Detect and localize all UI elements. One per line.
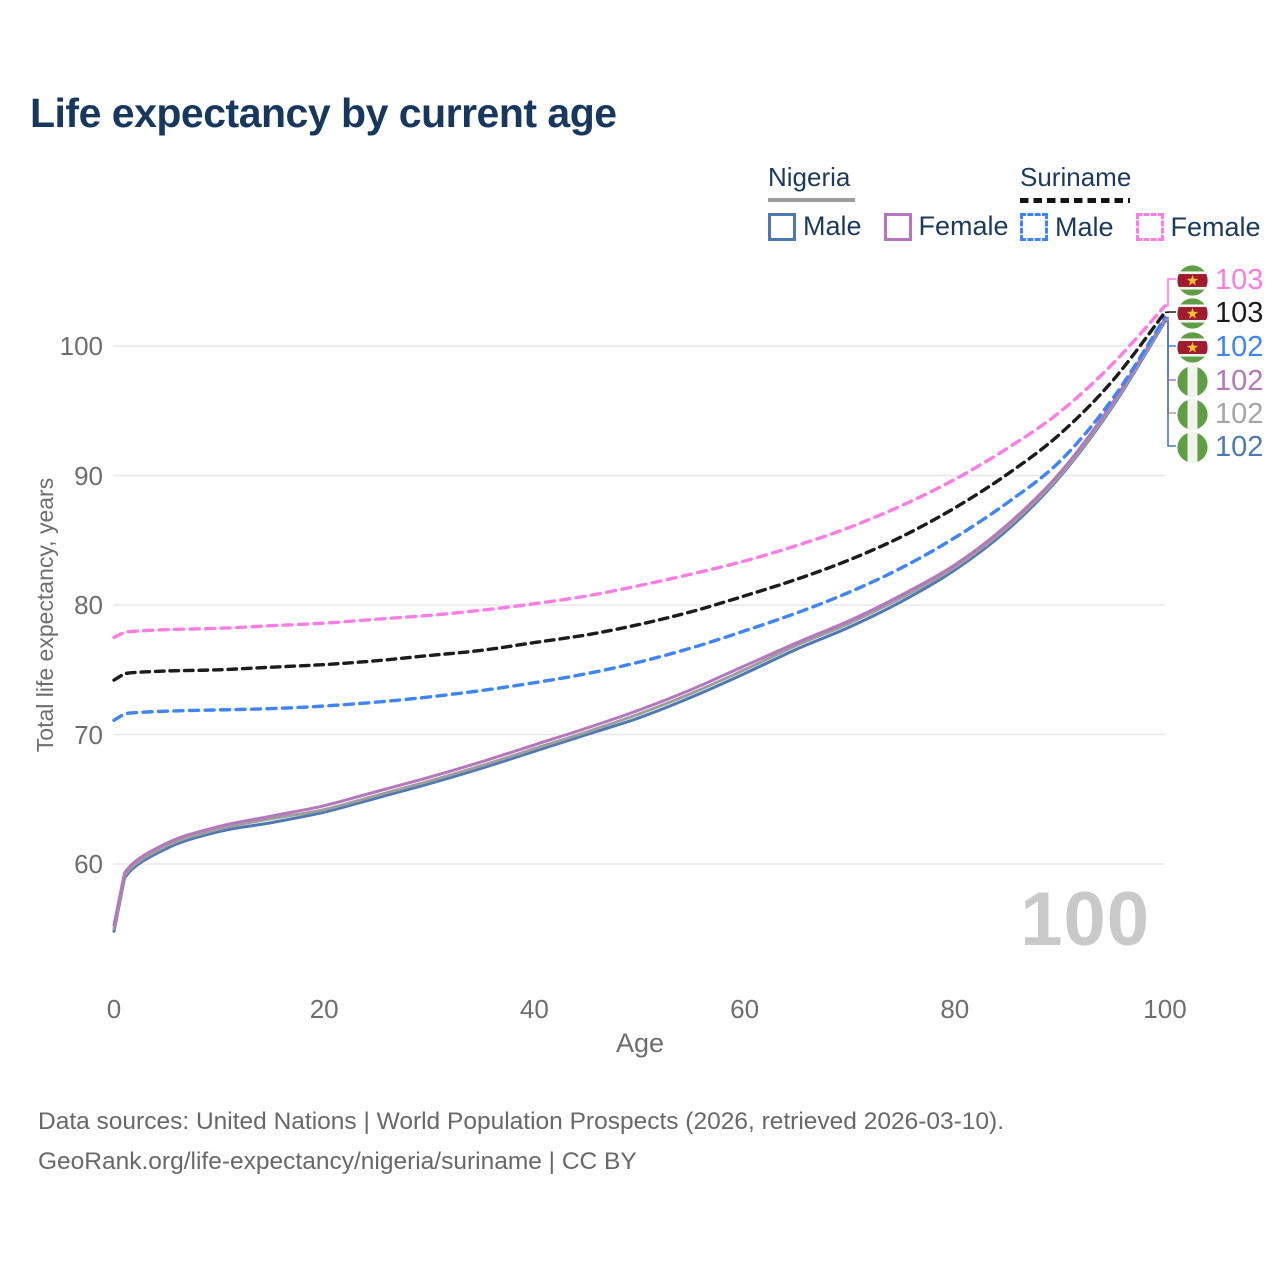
legend-group-suriname: Suriname Male Female <box>1020 162 1261 243</box>
end-value-label: 102 <box>1215 364 1264 397</box>
end-label-connector <box>1165 318 1176 381</box>
nigeria-flag-icon <box>1177 365 1208 397</box>
x-tick-label: 0 <box>106 994 122 1024</box>
series-line-nigeria_both[interactable] <box>112 318 1167 931</box>
end-label-connector <box>1165 278 1176 307</box>
series-line-nigeria_male[interactable] <box>112 319 1167 933</box>
series-line-nigeria_female[interactable] <box>112 317 1167 927</box>
x-axis-title: Age <box>615 1028 665 1058</box>
end-label-row-suriname_female: 103 <box>1177 264 1263 297</box>
legend-label: Female <box>918 211 1009 241</box>
end-value-label: 102 <box>1215 330 1264 363</box>
end-label-row-nigeria_male: 102 <box>1177 431 1263 464</box>
y-tick-label: 60 <box>74 849 103 879</box>
suriname-male-swatch-icon[interactable] <box>1020 213 1048 241</box>
end-value-label: 102 <box>1215 430 1264 463</box>
y-axis-title: Total life expectancy, years <box>32 477 58 753</box>
legend-item-nigeria-male[interactable]: Male <box>768 211 862 242</box>
series-line-suriname_male[interactable] <box>112 315 1167 722</box>
legend-label: Male <box>1055 211 1114 242</box>
x-tick-label: 60 <box>730 994 760 1024</box>
suriname-line-style-sample <box>1020 198 1130 203</box>
nigeria-line-style-sample <box>768 198 855 202</box>
x-tick-label: 20 <box>309 994 339 1024</box>
legend-label: Male <box>803 211 862 241</box>
nigeria-female-swatch-icon[interactable] <box>883 212 912 241</box>
end-label-connector <box>1165 319 1176 414</box>
page-title: Life expectancy by current age <box>30 90 617 136</box>
end-value-label: 102 <box>1215 397 1264 430</box>
end-label-row-nigeria_both: 102 <box>1177 398 1263 431</box>
suriname-flag-icon <box>1177 331 1208 363</box>
x-tick-label: 40 <box>519 994 549 1024</box>
series-line-suriname_female[interactable] <box>112 304 1167 640</box>
y-tick-label: 80 <box>74 590 103 620</box>
nigeria-flag-icon <box>1177 398 1208 430</box>
end-label-connector <box>1165 320 1176 447</box>
legend-country-suriname: Suriname <box>1020 162 1132 192</box>
end-label-row-nigeria_female: 102 <box>1177 365 1263 398</box>
nigeria-male-swatch-icon[interactable] <box>768 212 796 241</box>
footer-attribution: GeoRank.org/life-expectancy/nigeria/suri… <box>38 1148 637 1175</box>
x-tick-label: 80 <box>940 994 970 1024</box>
series-line-suriname_both[interactable] <box>112 310 1167 682</box>
y-tick-label: 90 <box>74 460 103 491</box>
end-label-row-suriname_male: 102 <box>1177 331 1263 364</box>
suriname-flag-icon <box>1177 297 1208 329</box>
y-tick-label: 70 <box>74 719 103 750</box>
suriname-female-swatch-icon[interactable] <box>1135 213 1164 241</box>
x-tick-label: 100 <box>1143 994 1187 1024</box>
legend-group-nigeria: Nigeria Male Female <box>768 162 1009 242</box>
end-value-label: 103 <box>1215 296 1264 329</box>
age-counter-watermark: 100 <box>1020 877 1150 962</box>
end-label-row-suriname_both: 103 <box>1177 297 1263 330</box>
legend-label: Female <box>1170 211 1261 242</box>
legend-item-suriname-female[interactable]: Female <box>1135 211 1261 243</box>
end-value-label: 103 <box>1215 263 1264 296</box>
footer-sources: Data sources: United Nations | World Pop… <box>38 1108 1005 1135</box>
nigeria-flag-icon <box>1177 431 1208 463</box>
suriname-flag-icon <box>1177 264 1208 296</box>
legend-country-nigeria: Nigeria <box>768 162 851 192</box>
legend-item-suriname-male[interactable]: Male <box>1020 212 1114 243</box>
y-tick-label: 100 <box>59 331 103 361</box>
legend-item-nigeria-female[interactable]: Female <box>883 211 1009 242</box>
